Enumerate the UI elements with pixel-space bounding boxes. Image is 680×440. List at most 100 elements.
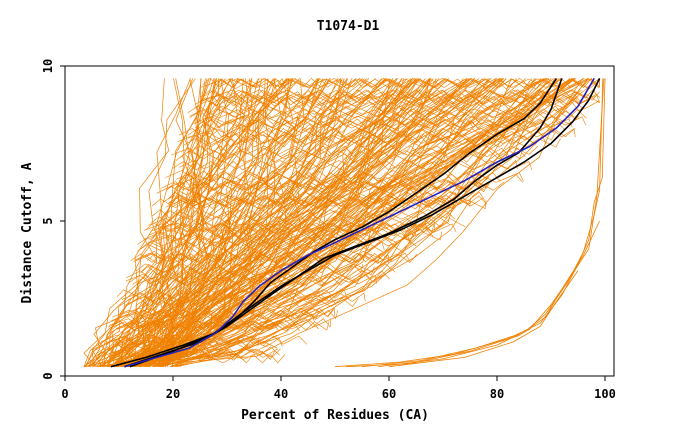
model-curve	[91, 78, 218, 367]
model-curve-segment	[214, 89, 600, 99]
model-curve-segment	[176, 172, 524, 182]
model-curve-segment	[137, 276, 352, 286]
model-curve	[127, 78, 577, 368]
x-tick-label: 40	[274, 387, 288, 401]
model-curve-segment	[152, 198, 450, 208]
model-curve-segment	[160, 181, 484, 191]
model-curve-segment	[156, 186, 462, 196]
highlight-curve-black	[129, 78, 601, 368]
outlier-curve	[345, 220, 600, 368]
model-curve	[148, 78, 419, 368]
model-curve	[157, 78, 253, 367]
model-curve	[87, 78, 283, 367]
model-curve-segment	[202, 118, 573, 128]
y-tick-label: 10	[41, 59, 55, 73]
model-curve-segment	[125, 298, 359, 307]
model-curve	[176, 78, 342, 367]
model-curve-segment	[166, 183, 488, 192]
model-curve-segment	[130, 253, 418, 263]
model-curve	[161, 78, 571, 368]
y-axis-label: Distance Cutoff, A	[20, 162, 35, 303]
highlight-curves	[110, 77, 601, 368]
model-curve-segment	[203, 119, 565, 129]
model-curve-segment	[142, 251, 390, 260]
model-curve-segment	[194, 123, 555, 133]
model-curve-segment	[167, 181, 505, 191]
model-curve-segment	[183, 138, 561, 148]
model-curve	[130, 78, 405, 368]
model-curve-segment	[121, 292, 339, 302]
model-curve	[134, 78, 558, 368]
model-curve-segment	[178, 179, 492, 189]
x-tick-label: 60	[382, 387, 396, 401]
model-curve-segment	[199, 90, 595, 100]
model-curves	[83, 78, 606, 368]
model-curve-segment	[201, 115, 580, 125]
model-curve-segment	[150, 231, 443, 241]
y-tick-label: 0	[41, 372, 55, 379]
model-curve-segment	[106, 335, 308, 345]
model-curve-segment	[179, 160, 518, 170]
model-curve-segment	[179, 176, 490, 186]
model-curve	[84, 78, 446, 367]
model-curve	[97, 78, 240, 368]
outlier-curve	[378, 78, 605, 368]
model-curve	[133, 78, 491, 368]
x-axis-label: Percent of Residues (CA)	[241, 408, 429, 423]
model-curve-segment	[116, 289, 348, 299]
model-curve-segment	[195, 120, 565, 130]
model-curve	[142, 78, 208, 367]
model-curve	[133, 78, 259, 367]
model-curve-segment	[105, 351, 242, 361]
model-curve	[106, 78, 220, 367]
model-curve	[126, 78, 583, 368]
model-curve-segment	[141, 263, 363, 273]
model-curve-segment	[117, 322, 279, 332]
model-curve	[99, 78, 191, 367]
model-curve	[83, 78, 467, 367]
model-curve-segment	[179, 128, 576, 137]
model-curve-segment	[126, 310, 320, 320]
model-curve-segment	[202, 94, 600, 103]
model-curve-segment	[189, 109, 587, 119]
model-curve-segment	[201, 80, 600, 90]
model-curve-segment	[175, 153, 505, 163]
model-curve-segment	[205, 108, 575, 118]
model-curve-segment	[151, 223, 457, 233]
model-curve-segment	[111, 313, 315, 323]
model-curve	[102, 78, 517, 367]
model-curve-segment	[165, 199, 487, 209]
model-curve-segment	[136, 263, 396, 273]
x-tick-label: 80	[490, 387, 504, 401]
model-curve-segment	[177, 134, 536, 144]
x-tick-label: 0	[61, 387, 68, 401]
model-curve-segment	[187, 105, 567, 115]
model-curve-segment	[205, 78, 599, 88]
model-curve-segment	[167, 192, 456, 202]
model-curve-segment	[211, 96, 579, 106]
model-curve-segment	[131, 307, 335, 317]
model-curve-segment	[187, 128, 576, 138]
outlier-curve	[388, 270, 579, 368]
model-curve-segment	[171, 147, 526, 157]
model-curve	[122, 78, 274, 368]
model-curve-segment	[205, 102, 589, 112]
highlight-curve-blue	[124, 77, 595, 368]
model-curve-segment	[211, 91, 600, 101]
model-curve	[140, 78, 468, 367]
model-curve-segment	[151, 209, 451, 219]
model-curve	[160, 78, 563, 368]
model-curve-segment	[133, 254, 390, 264]
model-curve-segment	[103, 348, 279, 358]
model-curve	[136, 78, 238, 367]
model-curve-segment	[188, 135, 547, 145]
model-curve-segment	[106, 338, 283, 347]
x-tick-label: 20	[166, 387, 180, 401]
model-curve-segment	[127, 292, 366, 302]
model-curve-segment	[147, 218, 466, 228]
chart-title: T1074-D1	[317, 19, 380, 34]
model-curve-segment	[202, 89, 582, 99]
x-tick-label: 100	[594, 387, 616, 401]
